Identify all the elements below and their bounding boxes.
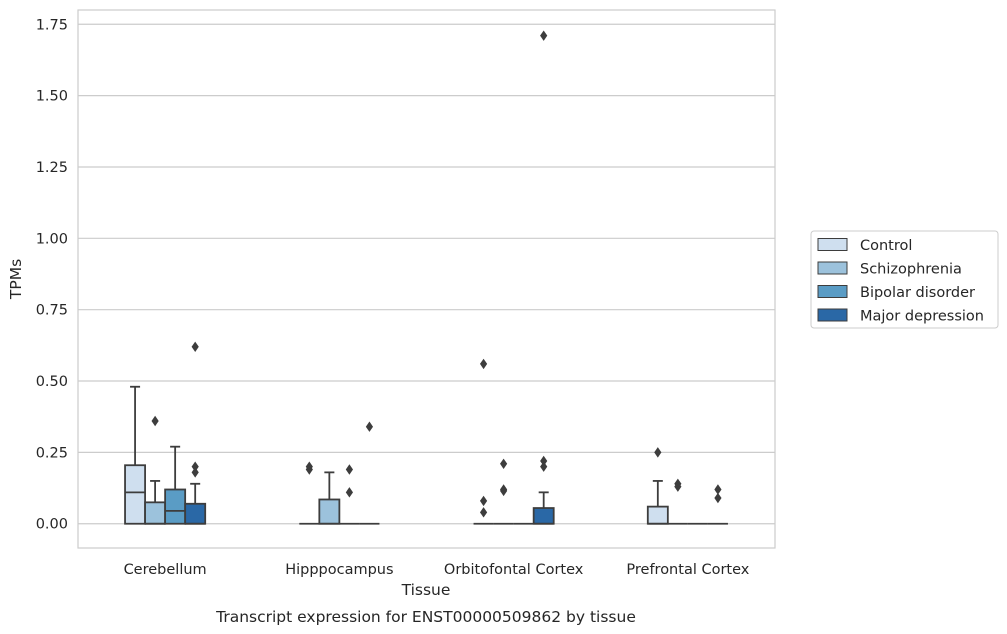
box-major-depression <box>707 484 728 525</box>
box-schizophrenia <box>493 458 514 525</box>
outlier-point <box>714 492 722 504</box>
y-tick-label: 1.75 <box>36 17 68 33</box>
legend-label: Schizophrenia <box>860 262 962 278</box>
legend-swatch <box>817 308 848 322</box>
outlier-point <box>500 458 508 470</box>
x-tick-labels: Cerebellum Hipppocampus Orbitofontal Corte… <box>124 562 750 578</box>
outlier-point <box>714 484 722 495</box>
outlier-point <box>540 461 548 472</box>
box-control <box>646 447 669 525</box>
y-tick-label: 0.50 <box>36 374 68 390</box>
figure-caption: Transcript expression for ENST0000050986… <box>215 608 636 626</box>
legend-label: Major depression <box>860 309 984 325</box>
x-tick-label: Prefrontal Cortex <box>626 562 749 578</box>
box-schizophrenia <box>144 415 167 525</box>
box-bipolar-disorder <box>339 464 360 525</box>
box-control <box>473 358 494 525</box>
box-major-depression <box>532 30 555 525</box>
legend-swatch <box>817 261 848 275</box>
box-control <box>124 385 146 525</box>
outlier-point <box>305 461 313 472</box>
box-body <box>144 501 167 525</box>
outlier-point <box>479 495 488 507</box>
box-bipolar-disorder <box>164 445 187 525</box>
legend-frame <box>810 230 999 329</box>
y-tick-label: 1.00 <box>36 231 68 247</box>
outlier-point <box>365 421 374 432</box>
box-body <box>164 488 187 525</box>
outlier-point <box>479 507 488 518</box>
plot-area-frame <box>77 9 776 549</box>
outlier-point <box>191 461 199 472</box>
legend-swatch <box>817 238 848 251</box>
y-gridlines <box>78 23 775 525</box>
x-tick-label: Orbitofontal Cortex <box>444 562 584 578</box>
y-tick-label: 1.50 <box>36 89 68 105</box>
x-tick-label: Hipppocampus <box>285 562 393 578</box>
outlier-point <box>540 455 548 467</box>
legend: Control Schizophrenia Bipolar disorder Majo… <box>810 230 999 329</box>
legend-label: Bipolar disorder <box>860 285 975 301</box>
outlier-point <box>151 415 159 427</box>
x-tick-label: Cerebellum <box>124 562 207 578</box>
legend-swatch <box>817 285 848 298</box>
box-schizophrenia <box>318 471 341 525</box>
y-tick-label: 1.25 <box>36 160 68 176</box>
box-body <box>532 507 555 525</box>
outlier-point <box>500 485 508 497</box>
outlier-point <box>191 341 199 352</box>
box-major-depression <box>184 341 207 525</box>
y-axis-label: TPMs <box>7 259 25 300</box>
box-control <box>299 461 320 525</box>
box-major-depression <box>359 421 380 525</box>
outlier-point <box>674 481 682 492</box>
y-tick-labels: 0.00 0.25 0.50 0.75 1.00 1.25 1.50 1.75 <box>36 17 68 532</box>
outlier-point <box>540 30 548 41</box>
box-schizophrenia <box>667 478 688 525</box>
outlier-point <box>345 464 353 475</box>
y-tick-label: 0.75 <box>36 303 68 319</box>
box-body <box>124 464 146 525</box>
outlier-point <box>479 358 488 370</box>
x-axis-label: Tissue <box>401 581 451 599</box>
outlier-point <box>654 447 662 458</box>
outlier-point <box>191 467 199 478</box>
box-body <box>646 505 669 525</box>
y-tick-label: 0.25 <box>36 445 68 461</box>
box-body <box>318 498 341 525</box>
outlier-point <box>345 487 353 498</box>
box-body <box>184 502 207 525</box>
y-tick-label: 0.00 <box>36 517 68 533</box>
legend-label: Control <box>860 238 912 254</box>
box-series-layer <box>124 30 728 525</box>
